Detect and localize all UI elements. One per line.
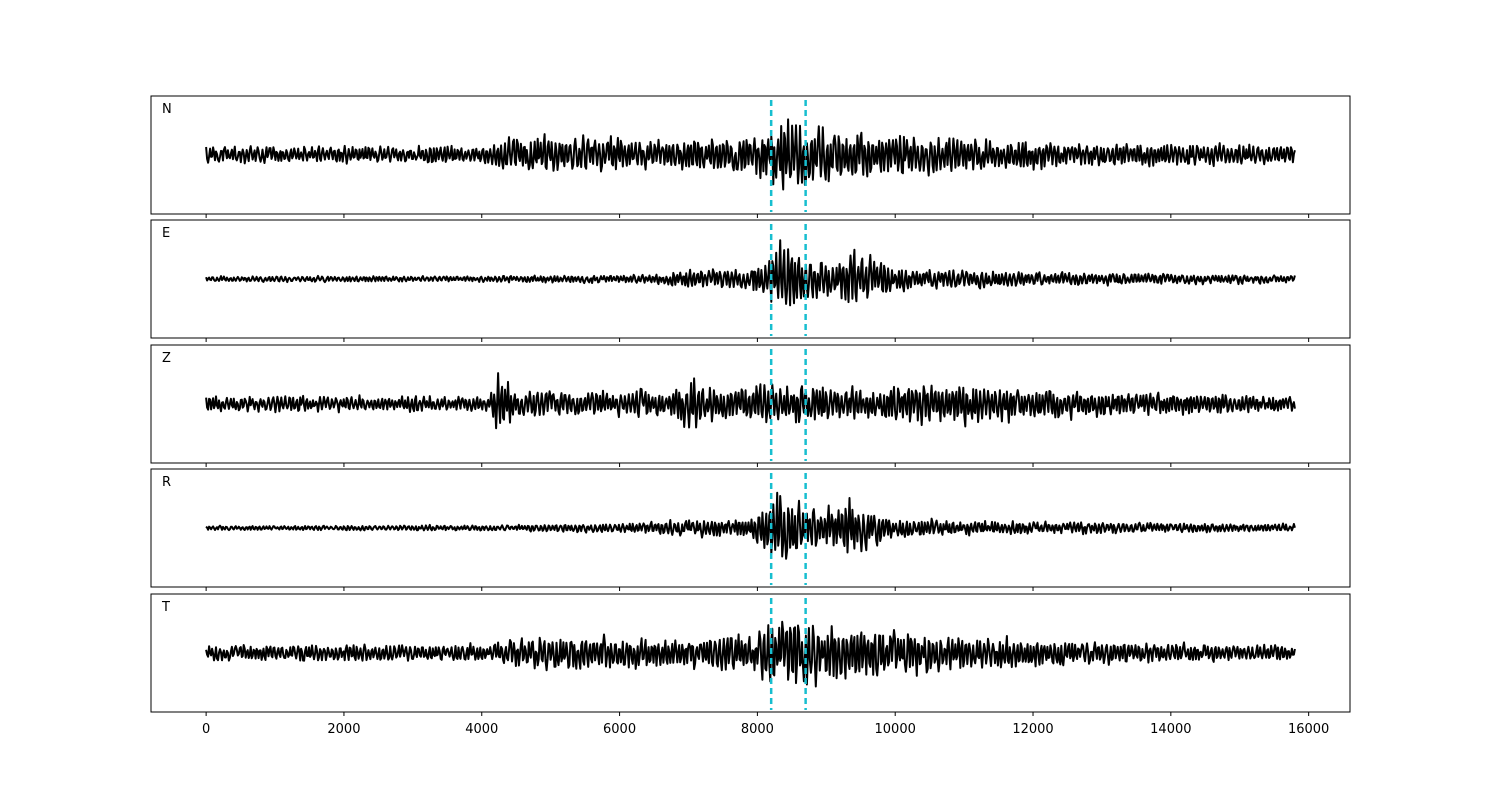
panel-label: Z xyxy=(162,351,171,366)
x-tick-label: 2000 xyxy=(327,722,360,737)
x-axis: 0 2000 4000 6000 8000 10000 12000 14000 16000 xyxy=(202,722,1329,737)
panel-t: T xyxy=(150,593,1351,716)
panel-n: N xyxy=(150,95,1351,218)
panel-label: R xyxy=(162,475,171,490)
trace-r xyxy=(205,491,1296,560)
panel-frame xyxy=(150,468,1351,588)
trace-n xyxy=(205,118,1296,191)
x-tick-label: 12000 xyxy=(1012,722,1053,737)
panel-label: N xyxy=(162,102,172,117)
panel-z: Z xyxy=(150,344,1351,467)
x-tick-label: 10000 xyxy=(875,722,916,737)
x-tick-label: 6000 xyxy=(603,722,636,737)
panel-e: E xyxy=(150,219,1351,342)
panel-frame xyxy=(150,95,1351,215)
trace-t xyxy=(205,620,1296,688)
panels-group: N E Z R T xyxy=(150,95,1351,716)
panel-label: T xyxy=(161,600,170,615)
trace-z xyxy=(205,372,1296,430)
panel-r: R xyxy=(150,468,1351,591)
panel-frame xyxy=(150,219,1351,339)
panel-frame xyxy=(150,344,1351,464)
trace-e xyxy=(205,239,1296,307)
panel-label: E xyxy=(162,226,170,241)
x-tick-label: 16000 xyxy=(1288,722,1329,737)
panel-frame xyxy=(150,593,1351,713)
x-tick-label: 4000 xyxy=(465,722,498,737)
x-tick-label: 8000 xyxy=(741,722,774,737)
x-tick-label: 14000 xyxy=(1150,722,1191,737)
x-tick-label: 0 xyxy=(202,722,210,737)
